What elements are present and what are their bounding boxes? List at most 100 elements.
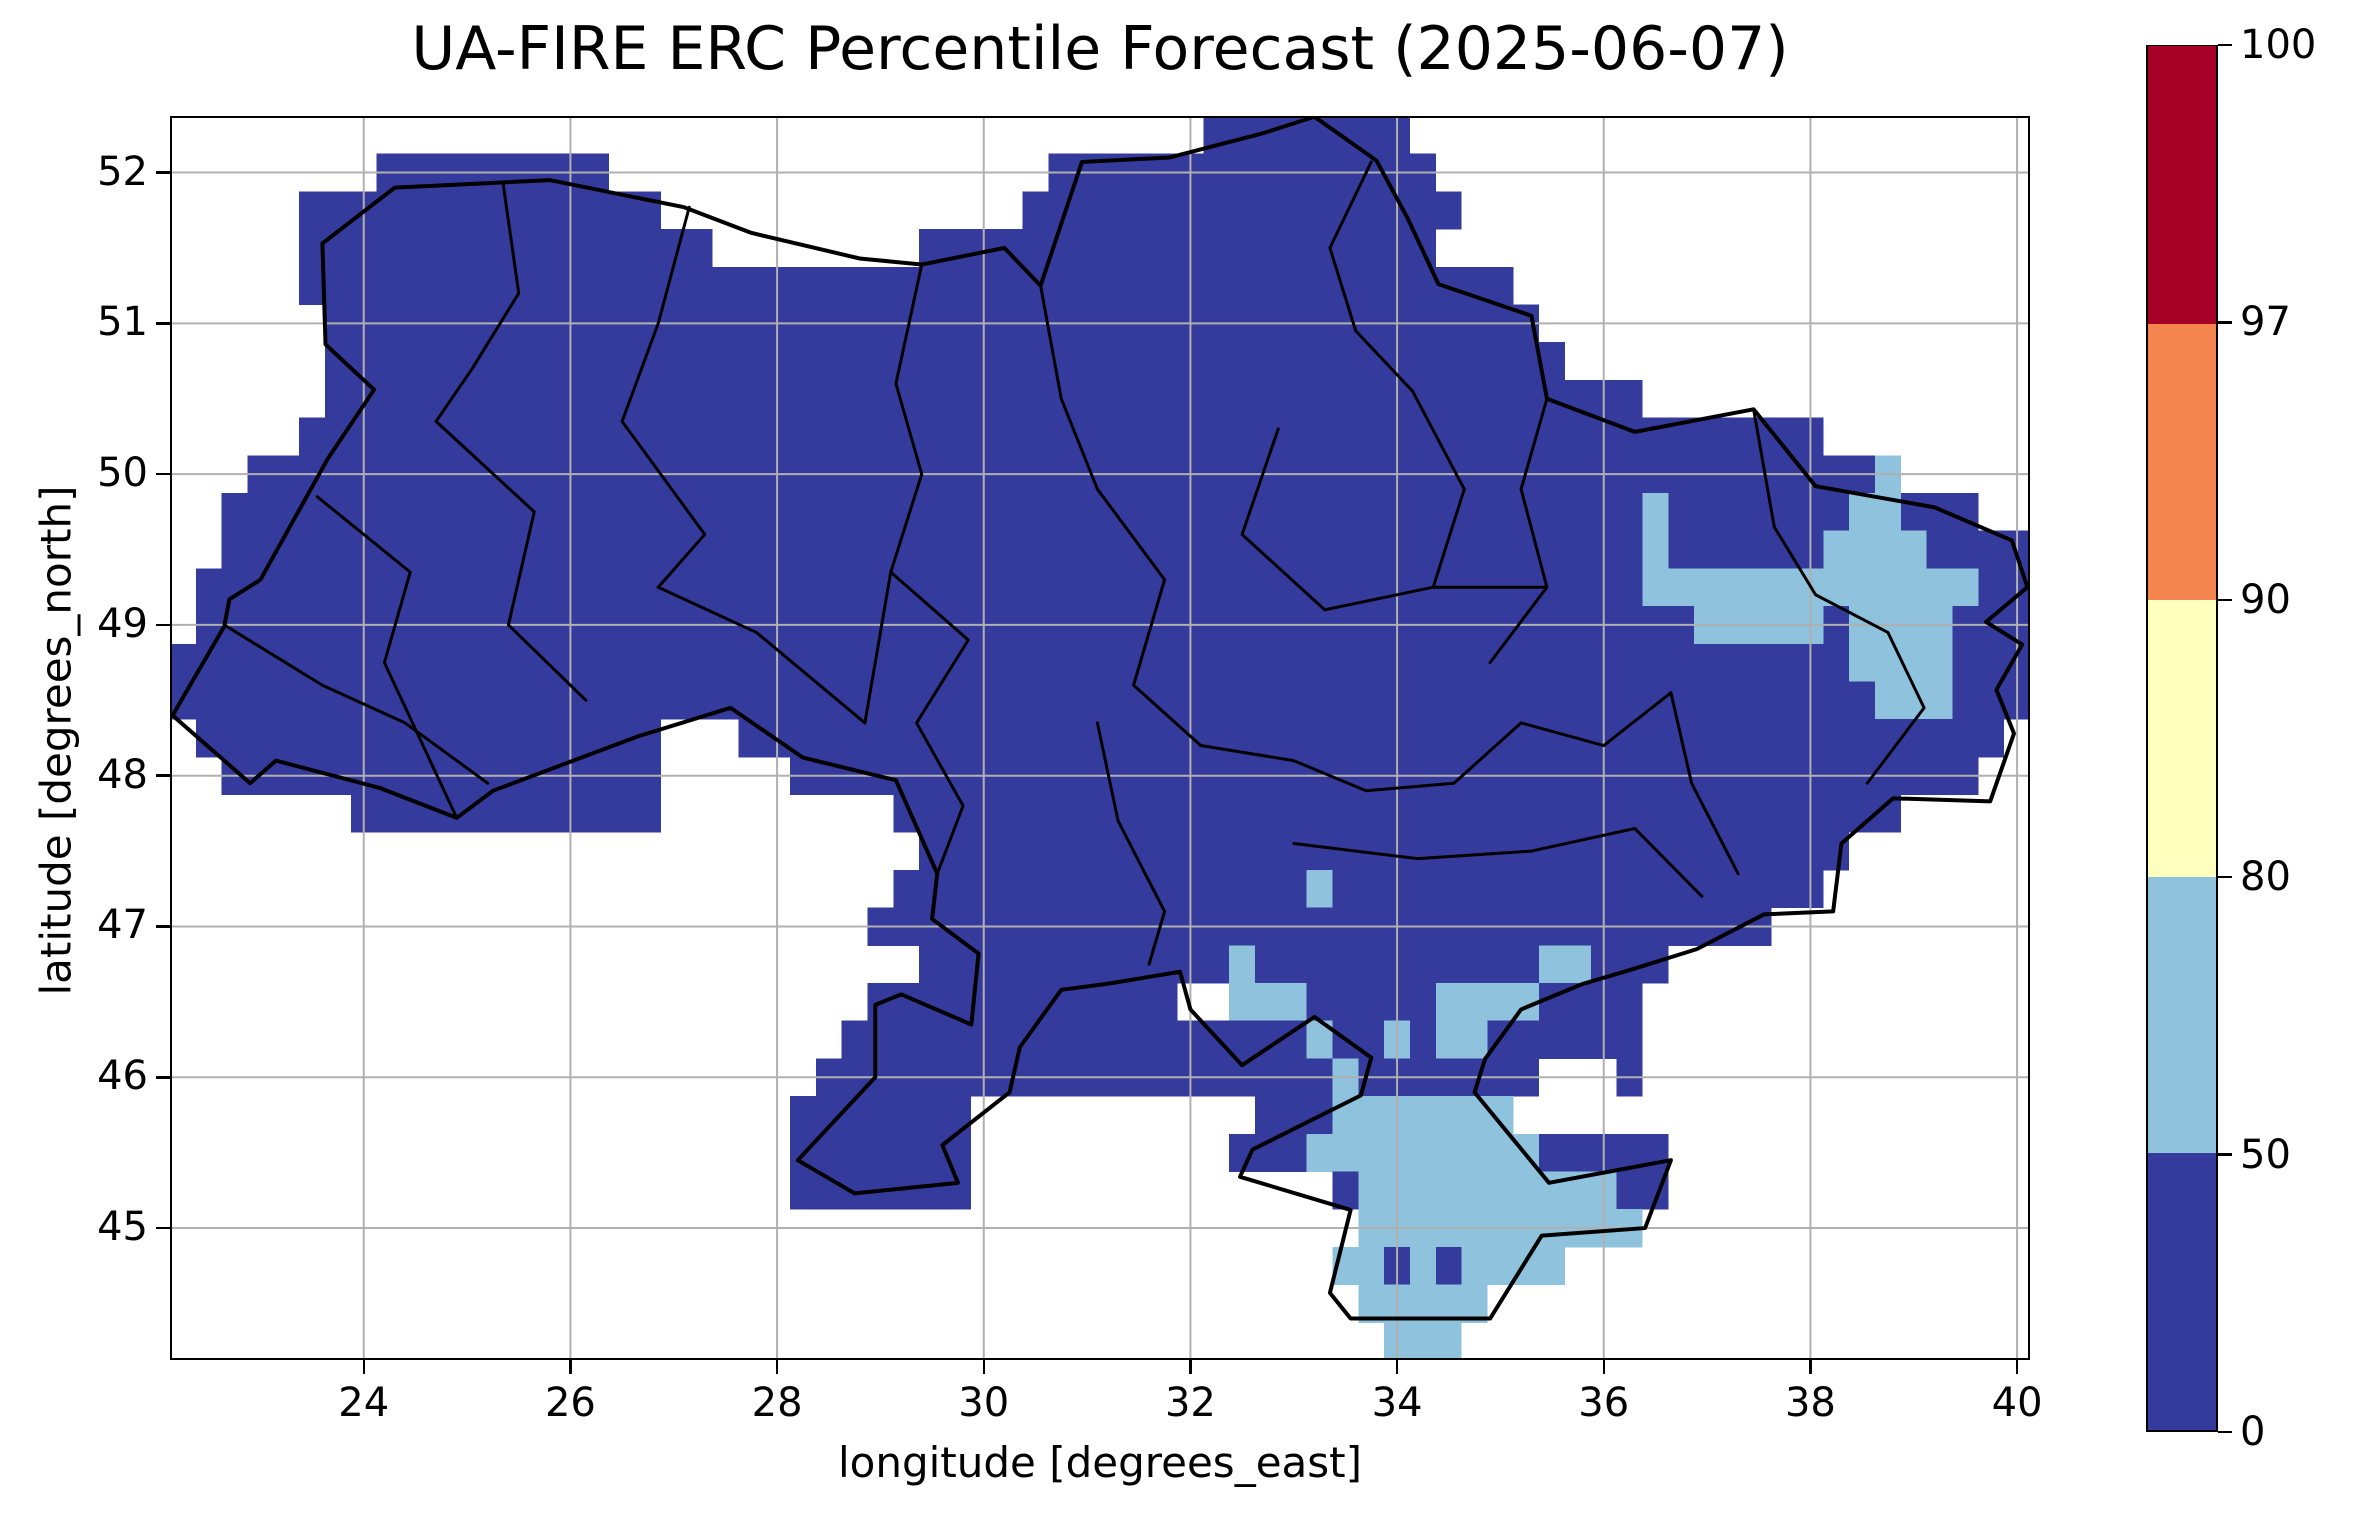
- country-border: [173, 117, 2028, 1319]
- colorbar-segment-97-100: [2148, 45, 2216, 324]
- cell-percentile-0-50: [170, 681, 1875, 720]
- colorbar-segment-50-80: [2148, 875, 2216, 1154]
- cell-percentile-0-50: [299, 191, 661, 230]
- admin-boundaries-layer: [173, 117, 2028, 1319]
- cell-percentile-0-50: [1022, 191, 1462, 230]
- cell-percentile-0-50: [1410, 1020, 1436, 1059]
- cell-percentile-0-50: [1668, 530, 1824, 569]
- cell-percentile-0-50: [221, 492, 1643, 532]
- cell-percentile-0-50: [221, 530, 1643, 569]
- oblast-boundary: [891, 572, 969, 874]
- colorbar-tick-mark: [2218, 1153, 2232, 1156]
- cell-percentile-0-50: [1926, 530, 2030, 569]
- cell-percentile-0-50: [1332, 869, 1824, 909]
- oblast-boundary: [1413, 391, 1547, 587]
- colorbar-segment-90-97: [2148, 322, 2216, 601]
- colorbar-tick-label: 80: [2240, 854, 2291, 901]
- x-tick-mark: [982, 1360, 985, 1374]
- cell-percentile-50-80: [1642, 492, 1669, 532]
- x-tick-mark: [775, 1360, 779, 1374]
- colorbar-tick-label: 90: [2240, 576, 2291, 623]
- cell-percentile-0-50: [170, 643, 1850, 682]
- y-tick-label: 47: [97, 902, 148, 949]
- cell-percentile-0-50: [299, 417, 1824, 456]
- cell-percentile-0-50: [299, 266, 1514, 305]
- cell-percentile-0-50: [325, 342, 1565, 381]
- y-tick-mark: [156, 623, 170, 627]
- y-tick-label: 46: [97, 1053, 148, 1100]
- x-tick-mark: [1602, 1360, 1605, 1374]
- y-tick-mark: [156, 774, 170, 777]
- colorbar-tick-label: 50: [2240, 1131, 2291, 1178]
- oblast-boundary: [436, 185, 519, 422]
- x-tick-label: 34: [1371, 1380, 1423, 1426]
- y-tick-label: 51: [97, 299, 148, 346]
- x-tick-label: 24: [338, 1380, 390, 1426]
- y-tick-mark: [156, 472, 170, 476]
- x-tick-mark: [1809, 1360, 1812, 1374]
- y-tick-mark: [156, 171, 170, 174]
- y-tick-mark: [156, 925, 170, 928]
- colorbar-tick-mark: [2218, 875, 2232, 879]
- colorbar-tick-label: 100: [2240, 22, 2317, 68]
- colorbar-tick-mark: [2218, 43, 2232, 47]
- cell-percentile-0-50: [1668, 492, 1850, 532]
- x-tick-mark: [569, 1360, 572, 1374]
- colorbar-segment-80-90: [2148, 598, 2216, 877]
- cell-percentile-0-50: [195, 568, 1643, 607]
- gridlines-layer: [170, 116, 2030, 1360]
- oblast-boundary: [224, 625, 488, 783]
- cell-percentile-0-50: [350, 794, 661, 833]
- y-tick-mark: [156, 322, 170, 325]
- cell-percentile-50-80: [1823, 530, 1927, 569]
- y-tick-label: 50: [97, 450, 148, 497]
- colorbar-segment-0-50: [2148, 1152, 2216, 1430]
- y-tick-mark: [156, 1226, 170, 1230]
- colorbar-tick-label: 97: [2240, 299, 2291, 346]
- cell-percentile-50-80: [1306, 1133, 1540, 1172]
- cell-percentile-50-80: [1435, 983, 1540, 1022]
- chart-title: UA-FIRE ERC Percentile Forecast (2025-06…: [411, 14, 1789, 84]
- oblast-boundary: [1041, 286, 1098, 490]
- cell-percentile-0-50: [1306, 983, 1436, 1022]
- colorbar: [2146, 45, 2218, 1432]
- oblast-boundary: [317, 497, 457, 818]
- cell-percentile-0-50: [1203, 116, 1410, 155]
- oblast-boundary: [1097, 723, 1164, 964]
- map-plot-area: [170, 116, 2030, 1360]
- cell-percentile-0-50: [1332, 1171, 1359, 1210]
- x-tick-mark: [362, 1360, 365, 1374]
- y-tick-label: 48: [97, 751, 148, 798]
- oblast-boundary: [1201, 693, 1671, 791]
- cell-percentile-0-50: [1487, 1020, 1643, 1059]
- x-tick-label: 40: [1991, 1380, 2043, 1426]
- cell-percentile-50-80: [1384, 1322, 1462, 1360]
- y-tick-label: 45: [97, 1204, 148, 1251]
- x-tick-mark: [1189, 1360, 1192, 1374]
- y-tick-label: 52: [97, 148, 148, 195]
- cell-percentile-0-50: [919, 832, 1850, 871]
- cell-percentile-50-80: [1410, 1246, 1436, 1286]
- colorbar-tick-mark: [2218, 321, 2232, 324]
- cell-percentile-50-80: [1229, 983, 1307, 1022]
- oblast-boundary: [436, 421, 586, 700]
- cell-percentile-0-50: [1229, 1133, 1307, 1172]
- cell-percentile-0-50: [738, 719, 2005, 758]
- x-axis-label: longitude [degrees_east]: [837, 1438, 1362, 1487]
- oblast-boundary: [891, 265, 922, 573]
- cell-percentile-0-50: [1435, 1246, 1462, 1286]
- x-tick-mark: [2015, 1360, 2019, 1374]
- oblast-boundary: [622, 207, 705, 587]
- cell-percentile-50-80: [1435, 1020, 1488, 1059]
- oblast-boundary: [1671, 693, 1738, 874]
- oblast-boundary: [1242, 429, 1433, 610]
- colorbar-tick-label: 0: [2240, 1409, 2266, 1455]
- cell-percentile-50-80: [1306, 869, 1333, 909]
- colorbar-tick-mark: [2218, 1430, 2232, 1434]
- x-tick-label: 36: [1578, 1380, 1630, 1426]
- x-tick-label: 32: [1164, 1380, 1216, 1426]
- cell-percentile-0-50: [1952, 681, 2030, 720]
- x-tick-mark: [1395, 1360, 1399, 1374]
- cell-percentile-0-50: [1539, 983, 1643, 1022]
